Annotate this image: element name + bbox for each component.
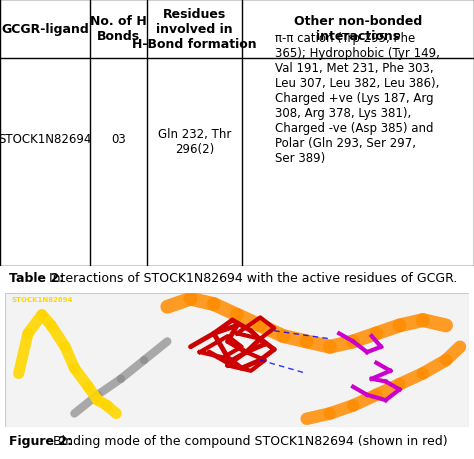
Text: Table 2:: Table 2: xyxy=(9,271,64,284)
Text: Figure 2:: Figure 2: xyxy=(9,434,73,447)
Text: Interactions of STOCK1N82694 with the active residues of GCGR.: Interactions of STOCK1N82694 with the ac… xyxy=(45,271,457,284)
Text: No. of H
Bonds: No. of H Bonds xyxy=(90,15,147,43)
Text: Binding mode of the compound STOCK1N82694 (shown in red): Binding mode of the compound STOCK1N8269… xyxy=(49,434,447,447)
Text: 03: 03 xyxy=(111,133,126,146)
Text: Gln 232, Thr
296(2): Gln 232, Thr 296(2) xyxy=(158,128,231,156)
Text: STOCK1N82694: STOCK1N82694 xyxy=(12,297,73,303)
Text: π-π cation (Trp 295, Phe
365); Hydrophobic (Tyr 149,
Val 191, Met 231, Phe 303,
: π-π cation (Trp 295, Phe 365); Hydrophob… xyxy=(275,32,440,165)
Text: GCGR-ligand: GCGR-ligand xyxy=(1,23,89,36)
Text: Residues
involved in
H-Bond formation: Residues involved in H-Bond formation xyxy=(132,8,256,51)
Text: STOCK1N82694: STOCK1N82694 xyxy=(0,133,91,146)
Text: Other non-bonded
interactions: Other non-bonded interactions xyxy=(294,15,422,43)
